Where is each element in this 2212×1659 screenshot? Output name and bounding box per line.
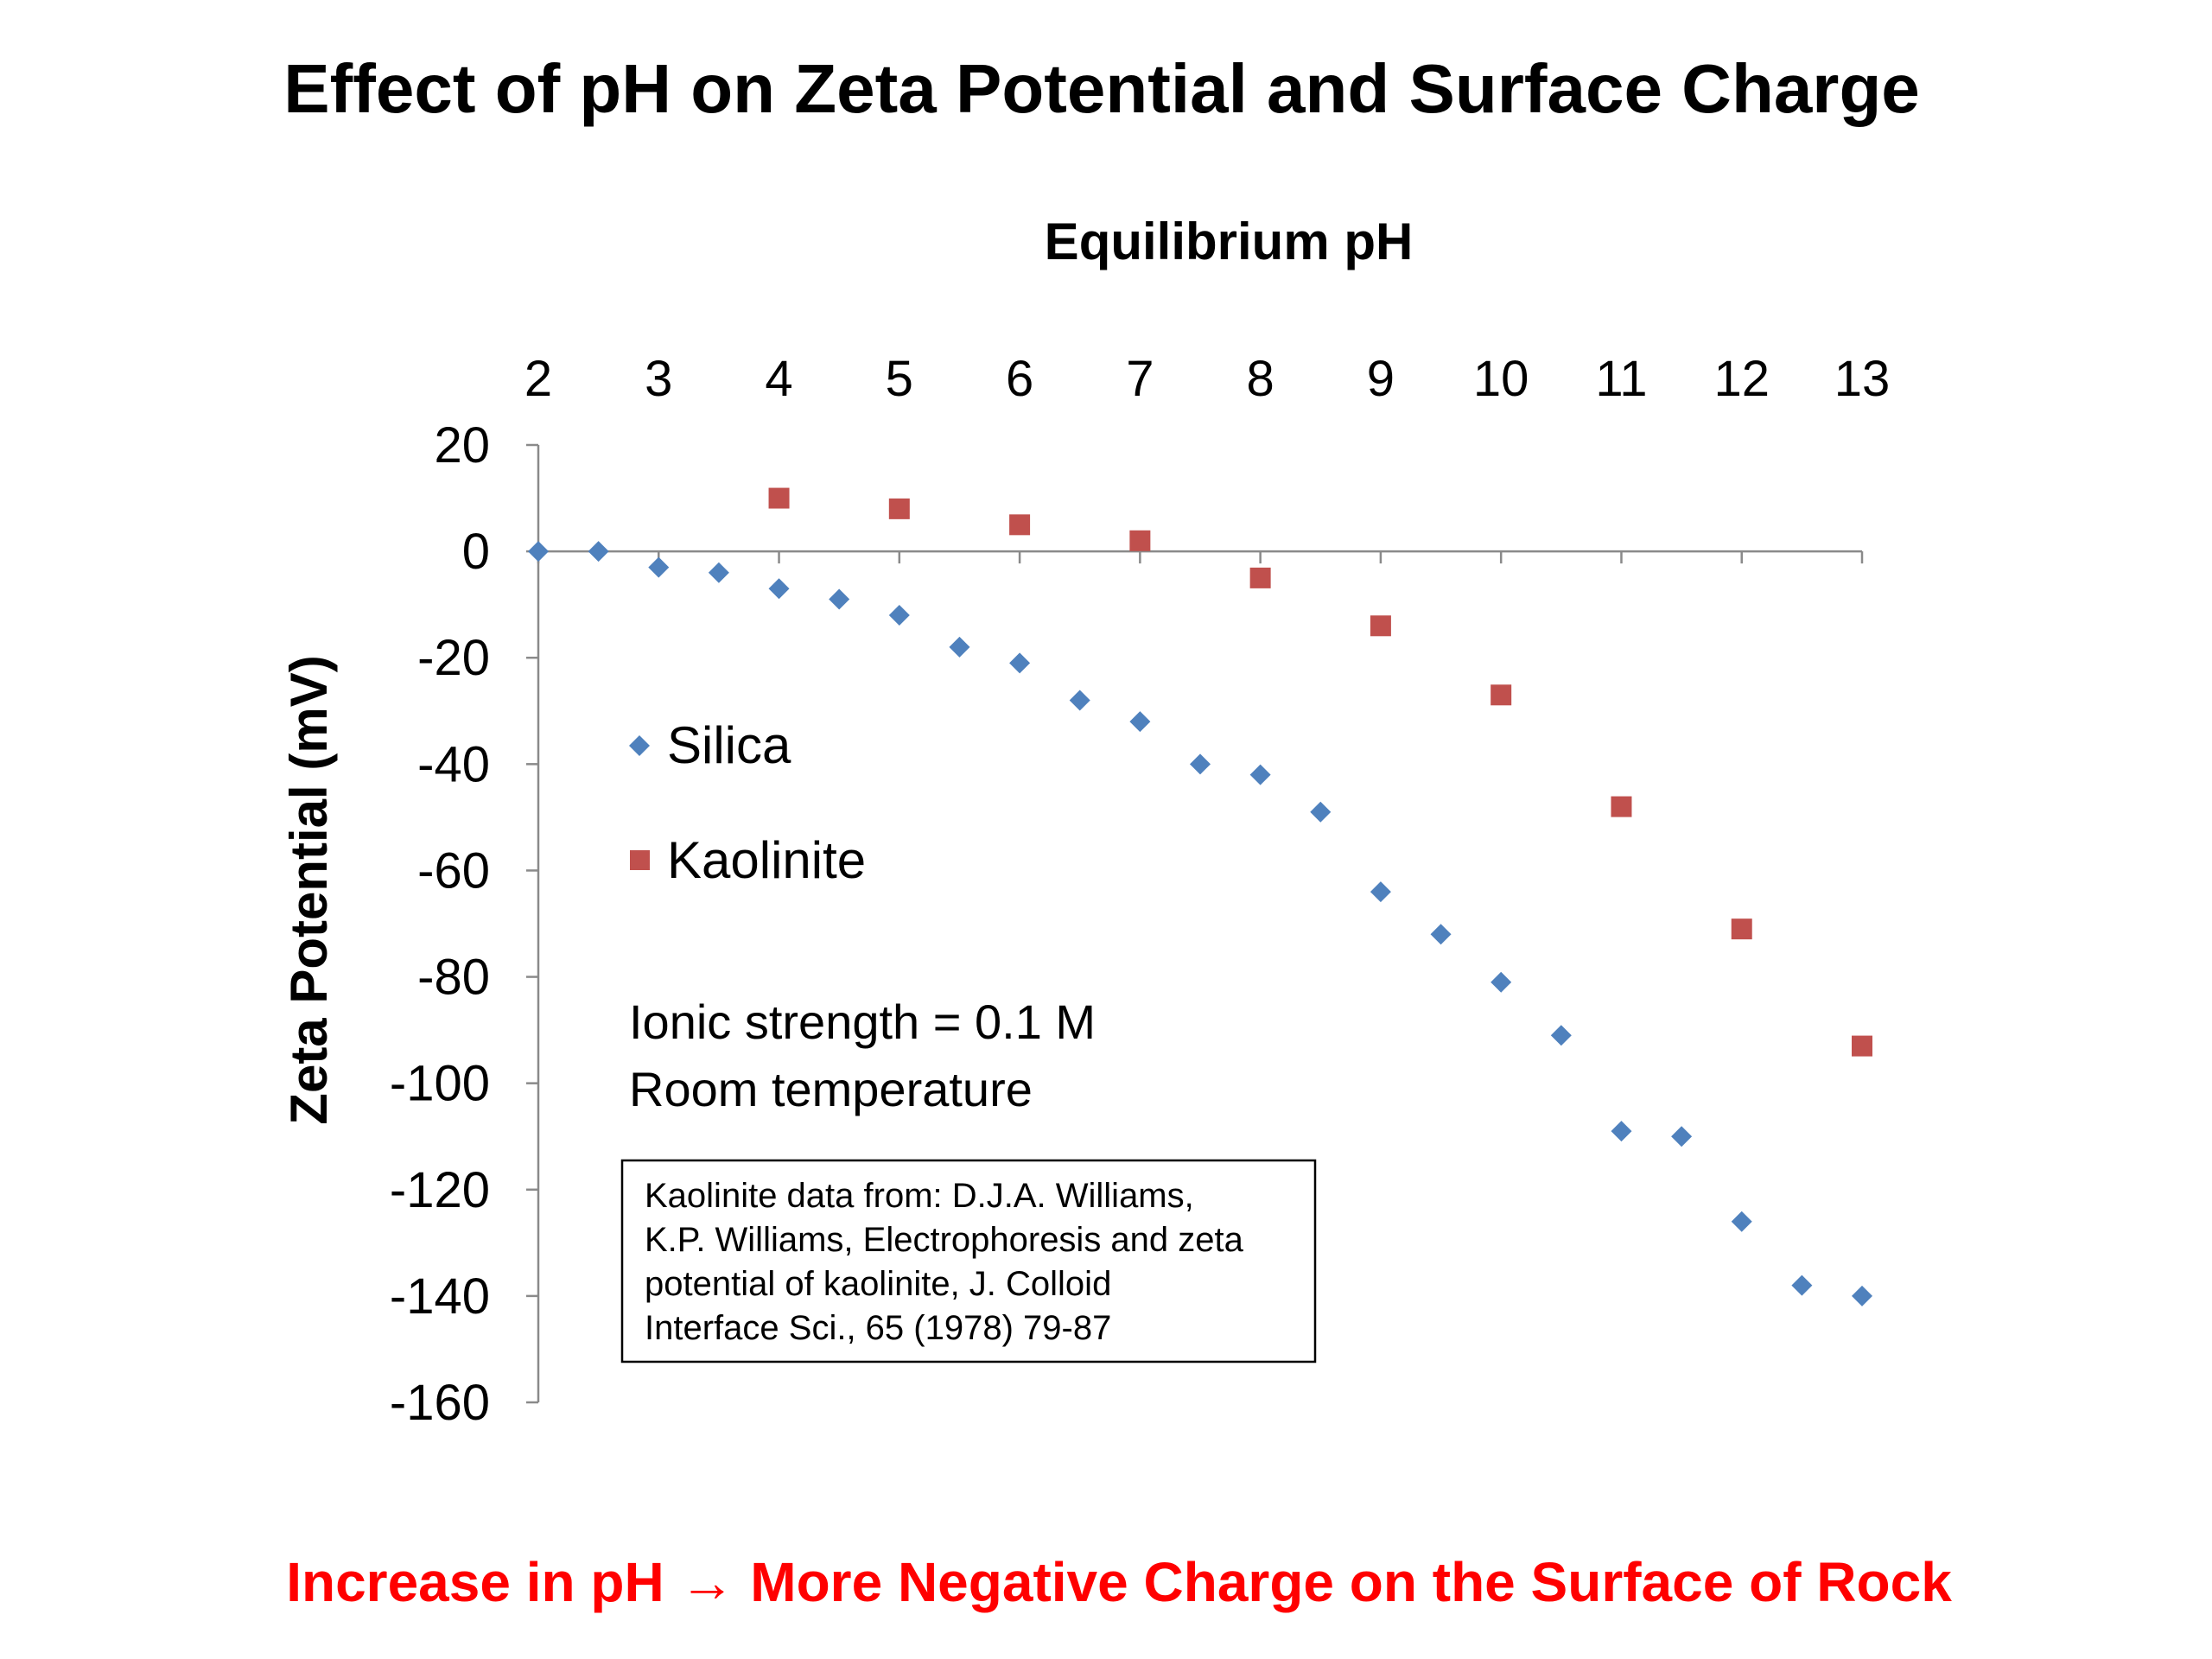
y-tick-label: -100 bbox=[390, 1056, 490, 1112]
source-line-3: potential of kaolinite, J. Colloid bbox=[645, 1265, 1111, 1303]
silica-point bbox=[1430, 924, 1452, 945]
source-line-1: Kaolinite data from: D.J.A. Williams, bbox=[645, 1177, 1194, 1215]
silica-point bbox=[949, 636, 970, 658]
legend-silica-marker bbox=[629, 735, 650, 756]
source-box bbox=[620, 1159, 1317, 1363]
kaolinite-point bbox=[888, 498, 910, 519]
silica-point bbox=[829, 588, 850, 610]
y-tick-label: -60 bbox=[417, 842, 490, 899]
y-tick-label: -80 bbox=[417, 950, 490, 1006]
kaolinite-series bbox=[768, 487, 1872, 1057]
kaolinite-point bbox=[1611, 796, 1632, 817]
chart-title: Effect of pH on Zeta Potential and Surfa… bbox=[283, 50, 1920, 127]
x-tick-label: 9 bbox=[1367, 351, 1395, 407]
legend-kaolinite-marker bbox=[630, 850, 650, 870]
silica-point bbox=[768, 578, 790, 600]
conditions-note: Ionic strength = 0.1 M Room temperature bbox=[629, 995, 1096, 1116]
source-citation: Kaolinite data from: D.J.A. Williams, K.… bbox=[620, 1159, 1317, 1363]
silica-point bbox=[1069, 690, 1090, 711]
condition-ionic-strength: Ionic strength = 0.1 M bbox=[629, 995, 1096, 1049]
x-tick-labels: 2 3 4 5 6 7 8 9 10 11 12 13 bbox=[524, 351, 1890, 407]
x-tick-label: 13 bbox=[1834, 351, 1891, 407]
x-tick-label: 12 bbox=[1713, 351, 1770, 407]
kaolinite-point bbox=[1009, 514, 1031, 536]
kaolinite-point bbox=[1249, 567, 1271, 588]
y-tick-label: -20 bbox=[417, 630, 490, 686]
y-axis-title: Zeta Potential (mV) bbox=[280, 655, 338, 1124]
legend-kaolinite-label: Kaolinite bbox=[667, 831, 866, 889]
x-tick-label: 7 bbox=[1126, 351, 1154, 407]
silica-point bbox=[1731, 1211, 1752, 1232]
silica-point bbox=[1249, 764, 1271, 785]
y-tick-label: -160 bbox=[390, 1375, 490, 1431]
x-tick-label: 2 bbox=[524, 351, 552, 407]
silica-point bbox=[1190, 753, 1211, 775]
y-tick-label: 20 bbox=[434, 417, 490, 474]
silica-point bbox=[1491, 971, 1512, 993]
x-tick-label: 3 bbox=[645, 351, 672, 407]
silica-point bbox=[1129, 711, 1151, 733]
x-tick-label: 11 bbox=[1595, 351, 1647, 407]
x-tick-label: 5 bbox=[886, 351, 913, 407]
silica-point bbox=[1791, 1274, 1813, 1296]
silica-point bbox=[1310, 801, 1332, 823]
condition-temperature: Room temperature bbox=[629, 1062, 1033, 1116]
source-line-4: Interface Sci., 65 (1978) 79-87 bbox=[645, 1309, 1111, 1347]
x-axis-title: Equilibrium pH bbox=[1045, 213, 1414, 270]
source-line-2: K.P. Williams, Electrophoresis and zeta bbox=[645, 1221, 1244, 1259]
kaolinite-point bbox=[1370, 615, 1391, 637]
silica-point bbox=[588, 541, 609, 563]
silica-point bbox=[708, 562, 729, 583]
x-tick-label: 4 bbox=[765, 351, 792, 407]
silica-series bbox=[528, 541, 1872, 1306]
legend-silica-label: Silica bbox=[667, 716, 791, 774]
silica-point bbox=[528, 541, 549, 563]
y-tick-label: -140 bbox=[390, 1268, 490, 1325]
kaolinite-point bbox=[768, 487, 790, 509]
x-tick-label: 10 bbox=[1473, 351, 1529, 407]
conclusion-text: Increase in pH → More Negative Charge on… bbox=[286, 1551, 1952, 1613]
silica-point bbox=[648, 556, 670, 578]
x-tick-label: 6 bbox=[1006, 351, 1033, 407]
silica-point bbox=[1370, 881, 1391, 903]
silica-point bbox=[1550, 1025, 1572, 1046]
silica-point bbox=[1009, 652, 1031, 674]
silica-point bbox=[888, 604, 910, 626]
silica-point bbox=[1852, 1285, 1872, 1306]
y-tick-label: -40 bbox=[417, 736, 490, 792]
legend: Silica Kaolinite bbox=[629, 716, 866, 889]
x-tick-label: 8 bbox=[1247, 351, 1274, 407]
y-tick-label: 0 bbox=[462, 524, 490, 580]
kaolinite-point bbox=[1731, 918, 1752, 940]
silica-point bbox=[1611, 1121, 1632, 1142]
kaolinite-point bbox=[1129, 530, 1151, 551]
silica-point bbox=[1671, 1126, 1693, 1147]
kaolinite-point bbox=[1852, 1035, 1872, 1057]
y-tick-labels: 20 0 -20 -40 -60 -80 -100 -120 -140 -160 bbox=[390, 417, 490, 1431]
kaolinite-point bbox=[1491, 684, 1512, 706]
y-tick-label: -120 bbox=[390, 1162, 490, 1218]
